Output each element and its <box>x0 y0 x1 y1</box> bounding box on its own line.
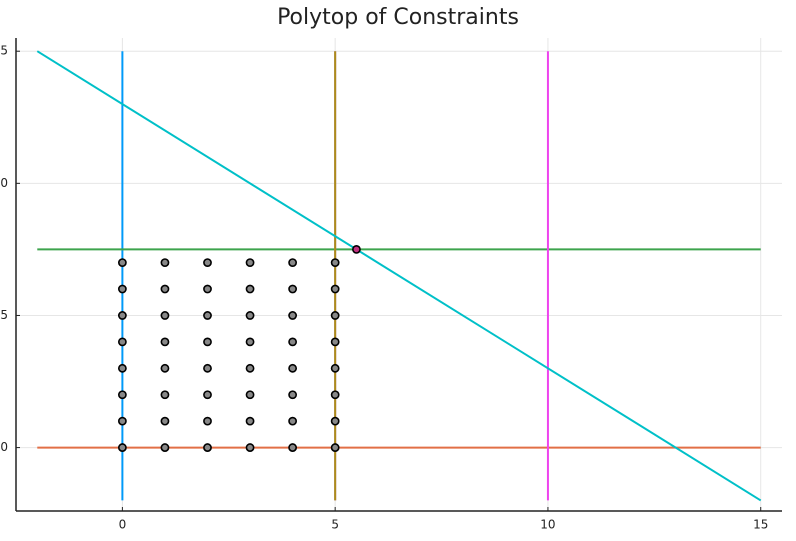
point <box>117 390 127 400</box>
point <box>160 337 170 347</box>
point <box>160 258 170 268</box>
point <box>330 363 340 373</box>
point <box>245 284 255 294</box>
point <box>117 258 127 268</box>
point <box>245 311 255 320</box>
point <box>288 363 298 373</box>
point <box>288 258 298 268</box>
point <box>117 416 127 426</box>
point <box>330 443 340 452</box>
point <box>160 443 170 452</box>
point <box>160 311 170 320</box>
point <box>117 443 127 452</box>
point <box>288 390 298 400</box>
point <box>288 416 298 426</box>
x-tick-label: 0 <box>119 518 127 532</box>
point <box>117 337 127 347</box>
point <box>352 244 361 254</box>
point <box>117 284 127 294</box>
point <box>245 363 255 373</box>
point <box>117 363 127 373</box>
point <box>203 337 212 347</box>
point <box>117 311 127 320</box>
point <box>203 284 212 294</box>
y-tick-label: 0 <box>0 440 8 454</box>
point <box>160 363 170 373</box>
point <box>288 311 298 320</box>
x-tick-label: 10 <box>540 518 555 532</box>
point <box>288 284 298 294</box>
x-tick-label: 5 <box>331 518 339 532</box>
point <box>203 443 212 452</box>
point <box>245 390 255 400</box>
point <box>160 390 170 400</box>
point <box>330 284 340 294</box>
y-tick-label: 5 <box>0 308 8 322</box>
point <box>245 416 255 426</box>
point <box>330 311 340 320</box>
point <box>160 416 170 426</box>
point <box>288 443 298 452</box>
point <box>245 258 255 268</box>
y-tick-label: 10 <box>0 176 8 190</box>
point <box>330 337 340 347</box>
point <box>330 258 340 268</box>
point <box>160 284 170 294</box>
point <box>203 258 212 268</box>
point <box>245 337 255 347</box>
y-tick-label: 15 <box>0 44 8 58</box>
point <box>330 390 340 400</box>
point <box>245 443 255 452</box>
point <box>203 416 212 426</box>
point <box>288 337 298 347</box>
point <box>330 416 340 426</box>
point <box>203 311 212 320</box>
constraint-line <box>36 50 762 502</box>
x-tick-label: 15 <box>753 518 768 532</box>
chart-title: Polytop of Constraints <box>277 5 519 30</box>
point <box>203 390 212 400</box>
point <box>203 363 212 373</box>
